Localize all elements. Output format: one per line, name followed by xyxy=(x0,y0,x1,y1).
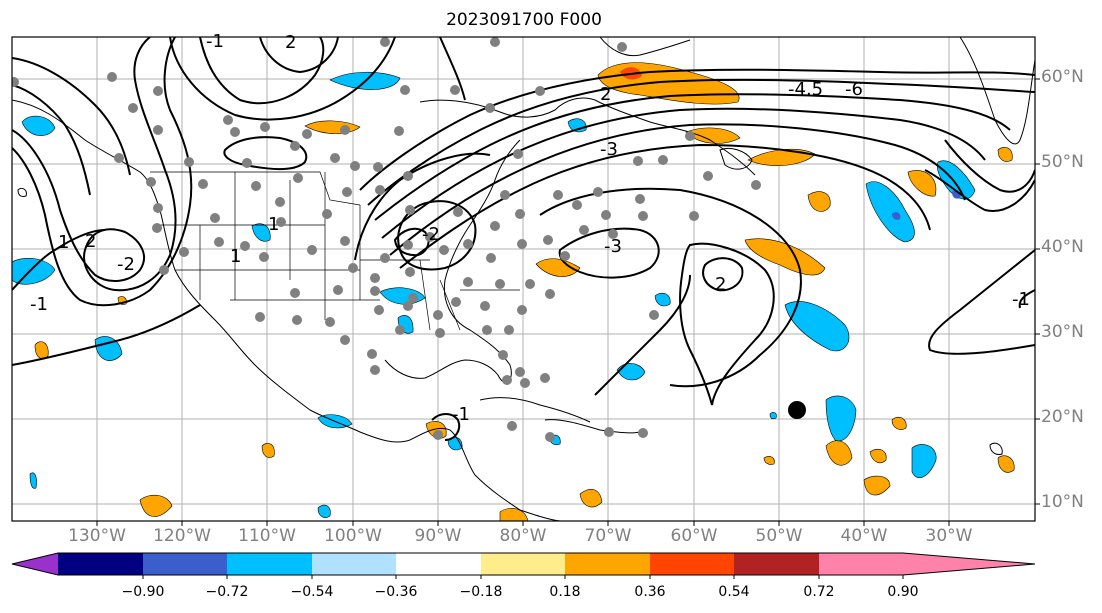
lat-label: 40°N xyxy=(1041,237,1084,257)
contour-label: 1 xyxy=(230,246,241,267)
contour-label: -3 xyxy=(600,139,618,160)
lat-label: 50°N xyxy=(1041,152,1084,172)
contour-lines xyxy=(12,37,1035,441)
colorbar-ticks xyxy=(142,575,904,579)
colorbar-outline xyxy=(11,552,1036,576)
lon-label: 80°W xyxy=(499,526,547,546)
contour-label: -1 xyxy=(206,31,224,52)
lon-label: 120°W xyxy=(153,526,211,546)
colorbar-tick-label: −0.18 xyxy=(459,584,503,600)
contour-label: 1 xyxy=(58,232,69,253)
colorbar-segment xyxy=(481,553,565,575)
contour-label: 1 xyxy=(268,214,279,235)
contour-label: -1 xyxy=(30,294,48,315)
contour-label: -3 xyxy=(604,236,622,257)
colorbar-segment xyxy=(650,553,734,575)
lon-label: 40°W xyxy=(840,526,888,546)
colorbar-tick-label: −0.36 xyxy=(374,584,418,600)
colorbar-segment xyxy=(819,553,903,575)
colorbar-segment xyxy=(734,553,819,575)
colorbar-tick-label: 0.36 xyxy=(634,584,666,600)
lon-label: 30°W xyxy=(925,526,973,546)
axis-ticks xyxy=(96,78,1040,526)
colorbar-segment xyxy=(312,553,396,575)
colorbar-tick-label: 0.18 xyxy=(549,584,581,600)
contour-label: -2 xyxy=(422,224,440,245)
colorbar-segment xyxy=(143,553,227,575)
state-borders xyxy=(150,171,520,331)
lakes-islands xyxy=(17,147,1003,455)
lon-label: 70°W xyxy=(584,526,632,546)
colorbar-tick-label: −0.54 xyxy=(290,584,334,600)
map-title: 2023091700 F000 xyxy=(446,10,602,30)
lat-label: 20°N xyxy=(1041,407,1084,427)
colorbar-tick-label: 0.72 xyxy=(803,584,835,600)
contour-label: 2 xyxy=(285,32,296,53)
colorbar-segment xyxy=(58,553,143,575)
lon-label: 130°W xyxy=(68,526,126,546)
colorbar-segment xyxy=(227,553,312,575)
colorbar-tick-label: −0.72 xyxy=(205,584,249,600)
lat-label: 60°N xyxy=(1041,67,1084,87)
contour-label: -4.5 xyxy=(788,79,823,100)
contour-label: 2 xyxy=(715,274,726,295)
contour-label: -1 xyxy=(1012,289,1030,310)
colorbar-segment xyxy=(396,553,481,575)
contour-label: -1 xyxy=(452,404,470,425)
contour-label: 2 xyxy=(600,84,611,105)
contour-label: 2 xyxy=(85,231,96,252)
lat-label: 10°N xyxy=(1041,492,1084,512)
lon-label: 50°W xyxy=(755,526,803,546)
lon-label: 60°W xyxy=(670,526,718,546)
lon-label: 90°W xyxy=(414,526,462,546)
contour-label-group: 1 2 -2 -1 2 1 2 -3 -4.5 -6 -3 2 -2 -1 -1… xyxy=(30,31,1030,425)
contour-label: -2 xyxy=(117,254,135,275)
colorbar-segment xyxy=(12,553,58,575)
lon-label: 110°W xyxy=(238,526,296,546)
lon-label: 100°W xyxy=(324,526,382,546)
colorbar-tick-label: −0.90 xyxy=(121,584,165,600)
gridlines xyxy=(12,37,1035,521)
colorbar-segment xyxy=(565,553,650,575)
storm-marker xyxy=(788,401,806,419)
colorbar-tick-label: 0.54 xyxy=(718,584,750,600)
contour-label: -6 xyxy=(845,79,863,100)
lat-label: 30°N xyxy=(1041,322,1084,342)
station-dots xyxy=(12,37,761,442)
colorbar-tick-label: 0.90 xyxy=(887,584,919,600)
colorbar-segment xyxy=(903,553,1035,575)
